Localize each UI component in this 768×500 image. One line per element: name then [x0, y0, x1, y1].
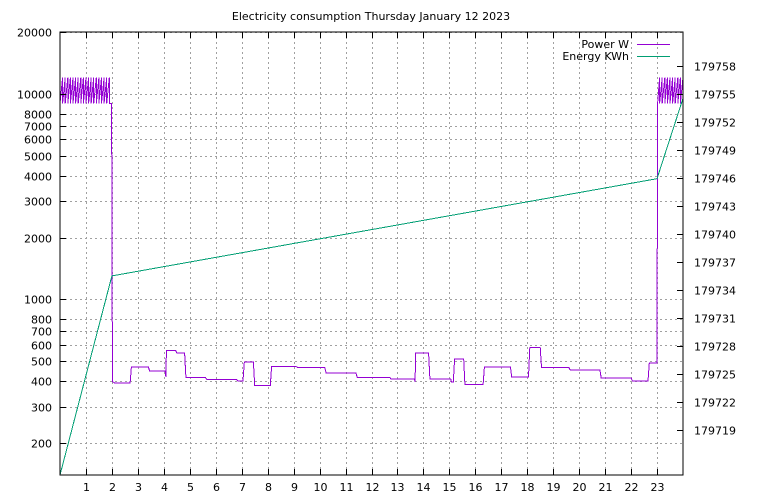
x-tick-label: 2	[109, 481, 116, 494]
y-left-tick-label: 6000	[24, 134, 52, 147]
x-tick-label: 18	[521, 481, 535, 494]
x-tick-label: 22	[625, 481, 639, 494]
x-tick-label: 5	[187, 481, 194, 494]
y-left-tick-label: 200	[31, 438, 52, 451]
x-tick-label: 20	[573, 481, 587, 494]
legend-label-power-w: Power W	[581, 38, 629, 51]
y-left-tick-label: 500	[31, 356, 52, 369]
y-left-tick-label: 800	[31, 314, 52, 327]
x-tick-label: 12	[366, 481, 380, 494]
x-tick-label: 23	[651, 481, 665, 494]
x-tick-label: 11	[340, 481, 354, 494]
chart-title: Electricity consumption Thursday January…	[232, 10, 510, 23]
y-left-tick-label: 20000	[17, 27, 52, 40]
y-right-tick-label: 179728	[694, 341, 736, 354]
y-right-tick-label: 179740	[694, 229, 736, 242]
y-right-tick-label: 179719	[694, 425, 736, 438]
x-tick-label: 17	[495, 481, 509, 494]
x-tick-label: 14	[417, 481, 431, 494]
y-left-tick-label: 5000	[24, 151, 52, 164]
x-tick-label: 4	[161, 481, 168, 494]
y-left-tick-label: 10000	[17, 89, 52, 102]
x-tick-label: 8	[265, 481, 272, 494]
y-left-tick-label: 4000	[24, 171, 52, 184]
y-right-tick-label: 179725	[694, 369, 736, 382]
plot-frame	[59, 31, 684, 476]
y-left-tick-label: 1000	[24, 294, 52, 307]
y-left-tick-label: 8000	[24, 109, 52, 122]
y-right-tick-label: 179755	[694, 89, 736, 102]
y-left-tick-label: 700	[31, 326, 52, 339]
y-right-tick-label: 179746	[694, 173, 736, 186]
x-tick-label: 15	[443, 481, 457, 494]
series-line-energy-kwh	[59, 98, 684, 476]
x-tick-label: 1	[83, 481, 90, 494]
y-right-tick-label: 179731	[694, 313, 736, 326]
y-right-tick-label: 179734	[694, 285, 736, 298]
y-left-tick-label: 7000	[24, 121, 52, 134]
y-left-tick-label: 400	[31, 376, 52, 389]
y-left-tick-label: 300	[31, 402, 52, 415]
grid-layer	[60, 32, 683, 475]
axis-layer: 1 2 3 4 5 6 7 8 9 10 11 12 13 14 15 16 17 18 19 20 21 22 23200…	[17, 27, 736, 495]
y-right-tick-label: 179737	[694, 257, 736, 270]
x-tick-label: 7	[239, 481, 246, 494]
x-tick-label: 6	[213, 481, 220, 494]
x-tick-label: 10	[314, 481, 328, 494]
y-left-tick-label: 600	[31, 340, 52, 353]
y-left-tick-label: 2000	[24, 233, 52, 246]
y-right-tick-label: 179758	[694, 61, 736, 74]
y-right-tick-label: 179752	[694, 117, 736, 130]
x-tick-label: 9	[291, 481, 298, 494]
x-tick-label: 19	[547, 481, 561, 494]
series-line-power-w	[59, 77, 684, 386]
x-tick-label: 13	[391, 481, 405, 494]
y-right-tick-label: 179749	[694, 145, 736, 158]
series-layer	[59, 77, 684, 476]
y-left-tick-label: 3000	[24, 196, 52, 209]
x-tick-label: 3	[135, 481, 142, 494]
x-tick-label: 16	[469, 481, 483, 494]
legend-label-energy-kwh: Energy KWh	[562, 50, 629, 63]
y-right-tick-label: 179722	[694, 397, 736, 410]
y-right-tick-label: 179743	[694, 201, 736, 214]
x-tick-label: 21	[599, 481, 613, 494]
